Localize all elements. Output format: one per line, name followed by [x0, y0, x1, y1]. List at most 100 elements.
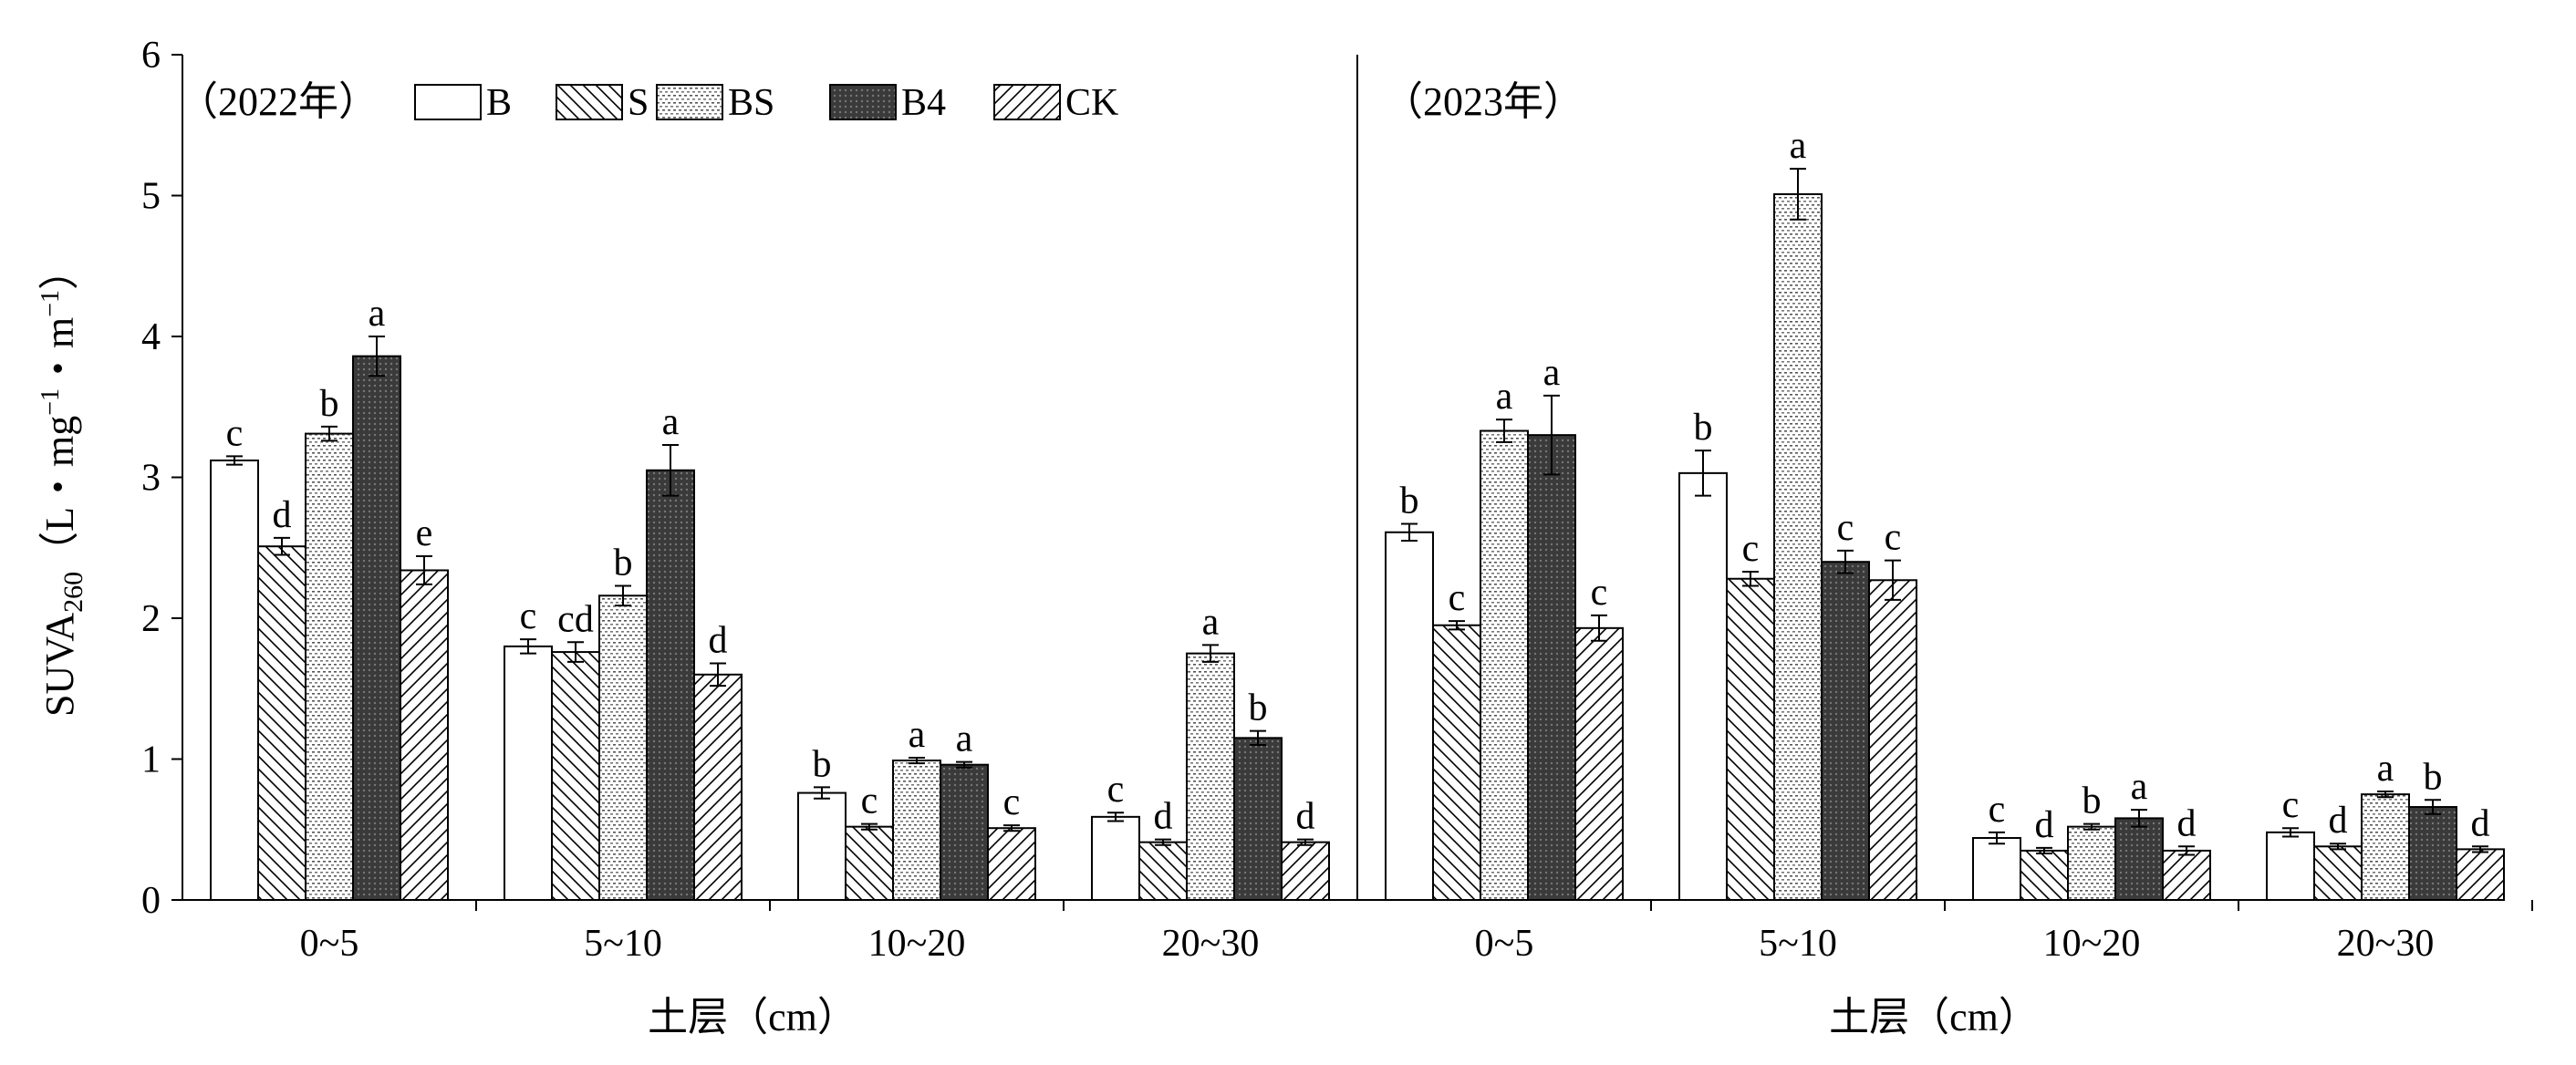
- y-tick-label: 0: [141, 880, 161, 922]
- significance-letter: cd: [557, 598, 594, 640]
- bar-b4: [352, 355, 401, 901]
- bar-bs: [1186, 652, 1235, 901]
- y-tick-label: 3: [141, 458, 161, 500]
- significance-letter: b: [1694, 407, 1713, 449]
- bar-b4: [646, 469, 695, 902]
- bar-bs: [892, 760, 941, 901]
- significance-letter: c: [1449, 577, 1466, 619]
- bar-b: [2266, 831, 2315, 902]
- significance-letter: c: [2282, 784, 2300, 826]
- significance-letter: b: [320, 383, 339, 425]
- x-axis-title-2022: 土层（cm）: [648, 995, 857, 1039]
- x-category-label: 5~10: [584, 923, 662, 965]
- significance-letter: c: [861, 781, 878, 822]
- significance-letter: a: [909, 714, 926, 756]
- significance-letter: b: [614, 542, 633, 584]
- legend-swatch-bs: [656, 84, 723, 120]
- legend-swatch-b: [414, 84, 482, 120]
- significance-letter: a: [1496, 376, 1513, 418]
- x-category-label: 10~20: [2043, 923, 2141, 965]
- bar-bs: [598, 595, 648, 902]
- bar-s: [2020, 849, 2069, 901]
- bar-s: [1138, 841, 1188, 902]
- bar-ck: [693, 673, 743, 901]
- significance-letter: d: [709, 619, 728, 661]
- bar-b: [1972, 837, 2021, 902]
- legend-label-s: S: [628, 82, 649, 124]
- bar-b: [1091, 815, 1140, 901]
- bar-bs: [2067, 825, 2116, 901]
- significance-letter: c: [226, 412, 244, 454]
- significance-letter: a: [2377, 748, 2394, 790]
- significance-letter: d: [2329, 800, 2348, 842]
- bar-ck: [400, 569, 449, 901]
- bar-s: [2313, 845, 2363, 901]
- bar-ck: [2456, 848, 2505, 902]
- bar-b: [1385, 531, 1434, 901]
- significance-letter: a: [1202, 601, 1220, 643]
- significance-letter: d: [2177, 802, 2197, 844]
- bar-s: [257, 545, 306, 902]
- y-tick-label: 5: [141, 176, 161, 218]
- bar-b: [1678, 471, 1728, 901]
- significance-letter: d: [2471, 802, 2490, 844]
- bar-ck: [987, 827, 1036, 902]
- legend-swatch-s: [556, 84, 623, 120]
- y-tick-label: 2: [141, 598, 161, 640]
- significance-letter: a: [1790, 125, 1807, 167]
- significance-letter: c: [1742, 528, 1760, 570]
- significance-letter: a: [1543, 352, 1561, 394]
- significance-letter: d: [1154, 796, 1173, 838]
- bar-s: [1726, 577, 1775, 901]
- bar-ck: [1281, 841, 1330, 902]
- significance-letter: d: [273, 494, 292, 536]
- significance-letter: c: [1003, 781, 1021, 823]
- y-tick-label: 1: [141, 739, 161, 781]
- x-category-label: 5~10: [1759, 923, 1837, 965]
- legend-swatch-ck: [993, 84, 1061, 120]
- bar-b: [504, 645, 553, 902]
- x-category-label: 20~30: [2337, 923, 2435, 965]
- significance-letter: a: [369, 293, 386, 335]
- panel-label-2022: （2022年）: [178, 79, 379, 124]
- x-axis-title-2023: 土层（cm）: [1829, 995, 2039, 1039]
- legend-label-b: B: [486, 82, 512, 124]
- panel-label-2023: （2023年）: [1383, 79, 1584, 124]
- significance-letter: c: [1885, 517, 1902, 559]
- bar-bs: [1773, 192, 1823, 901]
- y-tick-label: 6: [141, 35, 161, 77]
- bar-b4: [2114, 817, 2164, 902]
- bar-ck: [2162, 849, 2211, 901]
- significance-letter: b: [1249, 688, 1268, 729]
- y-axis-title: SUVA260（L・mg−1・m−1）: [36, 250, 88, 717]
- significance-letter: b: [2083, 781, 2102, 822]
- significance-letter: c: [1837, 507, 1854, 549]
- significance-letter: b: [813, 743, 832, 785]
- x-category-label: 0~5: [300, 923, 359, 965]
- bar-b4: [940, 763, 989, 901]
- significance-letter: b: [2424, 756, 2443, 798]
- x-category-label: 0~5: [1475, 923, 1534, 965]
- bar-b4: [1527, 434, 1576, 901]
- bar-s: [1432, 624, 1481, 901]
- bar-b: [210, 459, 259, 901]
- bar-bs: [305, 432, 354, 901]
- significance-letter: c: [1591, 572, 1608, 614]
- significance-letter: c: [1989, 789, 2006, 831]
- significance-letter: c: [520, 595, 537, 637]
- x-category-labels: 0~5 5~10 10~20 20~30 0~5 5~10 10~20 20~30: [300, 900, 2533, 965]
- significance-letter: d: [1296, 796, 1315, 838]
- significance-letter: a: [956, 719, 973, 760]
- significance-letter: a: [662, 401, 680, 443]
- legend-label-b4: B4: [901, 82, 946, 124]
- bar-s: [845, 825, 894, 901]
- significance-letter: b: [1400, 480, 1419, 522]
- legend: B S BS B4 CK: [414, 82, 1118, 124]
- significance-letter: d: [2035, 804, 2054, 846]
- legend-swatch-b4: [829, 84, 897, 120]
- y-ticks: 0 1 2 3 4 5 6: [141, 35, 182, 922]
- legend-label-ck: CK: [1065, 82, 1118, 124]
- bar-ck: [1868, 579, 1917, 901]
